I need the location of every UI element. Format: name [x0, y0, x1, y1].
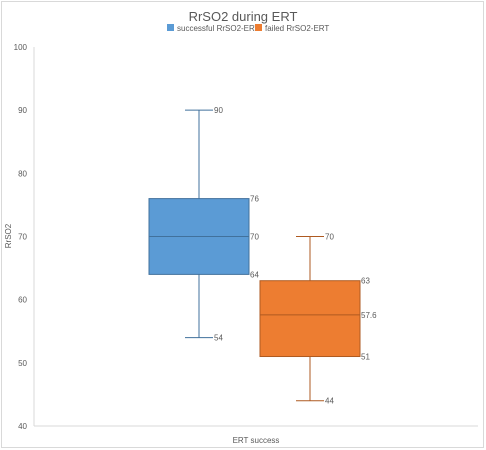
y-tick-label: 40	[18, 422, 27, 431]
box-failed: 70 63 57.6 51 44	[259, 233, 377, 406]
label-q1: 51	[361, 353, 370, 362]
label-median: 70	[250, 233, 259, 242]
label-min: 54	[214, 334, 223, 343]
box-successful: 90 76 70 64 54	[148, 106, 259, 343]
label-min: 44	[325, 397, 334, 406]
legend-label-successful: successful RrSO2-ERT	[177, 24, 260, 33]
y-tick-label: 80	[18, 169, 27, 178]
y-tick-label: 60	[18, 296, 27, 305]
y-tick-label: 50	[18, 359, 27, 368]
legend-swatch-successful	[167, 24, 174, 31]
y-tick-label: 90	[18, 106, 27, 115]
legend: successful RrSO2-ERT failed RrSO2-ERT	[167, 24, 329, 33]
label-q3: 63	[361, 277, 370, 286]
boxes: 90 76 70 64 54 70 63 57.6 51 44	[148, 106, 377, 406]
y-axis-label: RrSO2	[4, 223, 13, 248]
x-axis-label: ERT success	[233, 436, 280, 445]
chart-title: RrSO2 during ERT	[189, 9, 298, 24]
label-q1: 64	[250, 270, 259, 279]
y-tick-label: 70	[18, 233, 27, 242]
box-iqr	[259, 280, 361, 358]
legend-swatch-failed	[255, 24, 262, 31]
label-median: 57.6	[361, 311, 377, 320]
legend-label-failed: failed RrSO2-ERT	[265, 24, 329, 33]
label-max: 70	[325, 233, 334, 242]
y-axis-ticks: 40 50 60 70 80 90 100	[14, 43, 28, 431]
label-max: 90	[214, 106, 223, 115]
y-tick-label: 100	[14, 43, 28, 52]
label-q3: 76	[250, 195, 259, 204]
